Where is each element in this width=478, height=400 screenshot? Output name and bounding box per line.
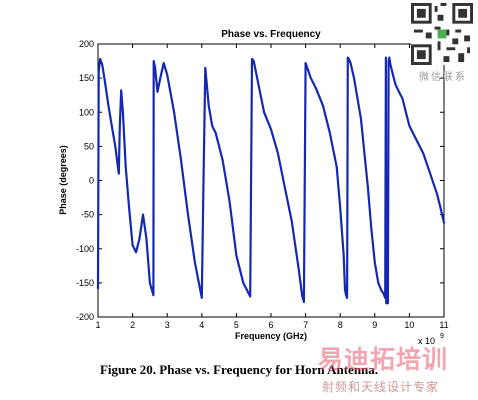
- y-axis-label: Phase (degrees): [58, 145, 68, 215]
- x-axis-label: Frequency (GHz): [235, 331, 307, 341]
- x-tick-label: 11: [439, 320, 448, 330]
- y-tick-label: 200: [79, 39, 94, 49]
- y-tick-label: 100: [79, 107, 94, 117]
- watermark-brand: 易迪拓培训: [318, 345, 449, 374]
- x-tick-label: 1: [95, 320, 100, 330]
- x-tick-label: 2: [130, 320, 135, 330]
- y-tick-labels: 200 150 100 50 0 -50 -100 -150 -200: [76, 39, 94, 322]
- x-tick-label: 7: [303, 320, 308, 330]
- y-tick-label: -50: [81, 210, 94, 220]
- figure-caption: Figure 20. Phase vs. Frequency for Horn …: [99, 362, 379, 377]
- x-tick-labels: 1 2 3 4 5 6 7 8 9 10 11: [95, 320, 448, 330]
- watermark-tagline: 射频和天线设计专家: [322, 380, 440, 394]
- qr-caption: 微信联系: [419, 72, 467, 83]
- qr-code-icon: [411, 3, 473, 65]
- phase-series-line: [96, 56, 446, 305]
- x-tick-label: 6: [268, 320, 273, 330]
- x-tick-label: 9: [372, 320, 377, 330]
- y-tick-label: -100: [76, 244, 94, 254]
- y-tick-label: -200: [76, 312, 94, 322]
- y-tick-label: 0: [89, 176, 94, 186]
- chart-title: Phase vs. Frequency: [221, 29, 321, 40]
- y-tick-label: 150: [79, 73, 94, 83]
- x-tick-label: 4: [199, 320, 204, 330]
- x-multiplier-exponent: 9: [440, 333, 444, 340]
- x-tick-label: 3: [165, 320, 170, 330]
- x-tick-label: 10: [404, 320, 414, 330]
- y-tick-label: -150: [76, 278, 94, 288]
- x-tick-label: 5: [234, 320, 239, 330]
- y-tick-label: 50: [84, 141, 94, 151]
- x-multiplier-label: x 10: [418, 336, 435, 346]
- x-tick-label: 8: [338, 320, 343, 330]
